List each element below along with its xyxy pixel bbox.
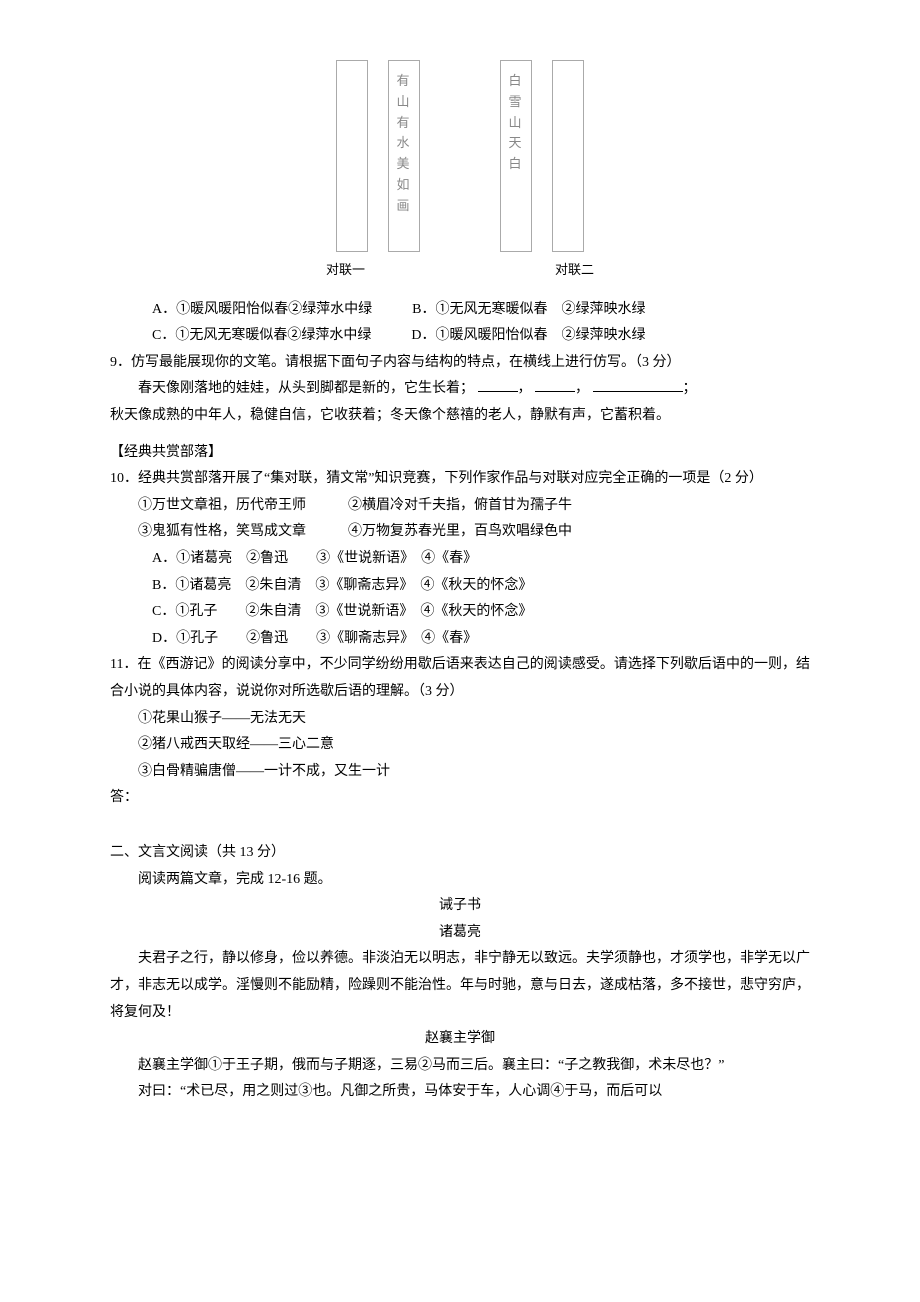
q8-opt-c: C．①无风无寒暖似春②绿萍水中绿 [152,323,371,350]
q10-line-2: ③鬼狐有性格，笑骂成文章 ④万物复苏春光里，百鸟欢唱绿色中 [110,519,810,546]
vchar: 雪 [508,92,523,113]
q11-answer-label: 答： [110,785,810,812]
vchar: 有 [396,71,411,92]
sep: ； [683,381,697,396]
q11-stem: 11．在《西游记》的阅读分享中，不少同学纷纷用歇后语来表达自己的阅读感受。请选择… [110,652,810,705]
blank-1 [478,377,518,392]
q9-stem: 9．仿写最能展现你的文笔。请根据下面句子内容与结构的特点，在横线上进行仿写。（3… [110,350,810,377]
couplet-labels: 对联一 对联二 [110,258,810,283]
q10-opt-d: D．①孔子 ②鲁迅 ③《聊斋志异》 ④《春》 [110,626,810,653]
section2-sub: 阅读两篇文章，完成 12-16 题。 [110,867,810,894]
q8-opt-b: B．①无风无寒暖似春 ②绿萍映水绿 [412,297,645,324]
text2-p2: 对曰：“术已尽，用之则过③也。凡御之所贵，马体安于车，人心调④于马，而后可以 [110,1079,810,1106]
couplet2-label: 对联二 [555,258,594,283]
vchar: 美 [396,154,411,175]
couplet2-box-left: 白 雪 山 天 白 [500,60,532,252]
vchar: 水 [396,133,411,154]
sep: ， [575,381,589,396]
q11-item-2: ②猪八戒西天取经——三心二意 [110,732,810,759]
text2-title: 赵襄主学御 [110,1026,810,1053]
q9-line1-text: 春天像刚落地的娃娃，从头到脚都是新的，它生长着； [138,381,474,396]
vchar: 天 [508,133,523,154]
text1-author: 诸葛亮 [110,920,810,947]
vchar: 如 [396,175,411,196]
section2-heading: 二、文言文阅读（共 13 分） [110,840,810,867]
couplets-figure: 有 山 有 水 美 如 画 白 雪 山 天 白 [110,60,810,252]
vchar: 白 [508,71,523,92]
couplet1-box-right: 有 山 有 水 美 如 画 [388,60,420,252]
text1-body: 夫君子之行，静以修身，俭以养德。非淡泊无以明志，非宁静无以致远。夫学须静也，才须… [110,946,810,1026]
q8-opt-d: D．①暖风暖阳怡似春 ②绿萍映水绿 [411,323,645,350]
vchar: 山 [396,92,411,113]
section-heading: 【经典共赏部落】 [110,440,810,467]
q8-opt-a: A．①暖风暖阳怡似春②绿萍水中绿 [152,297,372,324]
couplet1-label: 对联一 [326,258,365,283]
q10-line-1: ①万世文章祖，历代帝王师 ②横眉冷对千夫指，俯首甘为孺子牛 [110,493,810,520]
blank-2 [535,377,575,392]
q10-opt-c: C．①孔子 ②朱自清 ③《世说新语》 ④《秋天的怀念》 [110,599,810,626]
vchar: 画 [396,196,411,217]
couplet1-box-left [336,60,368,252]
vchar: 有 [396,113,411,134]
q10-opt-b: B．①诸葛亮 ②朱自清 ③《聊斋志异》 ④《秋天的怀念》 [110,573,810,600]
vchar: 白 [508,154,523,175]
couplet-pair-1: 有 山 有 水 美 如 画 [336,60,420,252]
q9-line2: 秋天像成熟的中年人，稳健自信，它收获着；冬天像个慈禧的老人，静默有声，它蓄积着。 [110,403,810,430]
spacer [110,812,810,840]
q8-options: A．①暖风暖阳怡似春②绿萍水中绿 B．①无风无寒暖似春 ②绿萍映水绿 C．①无风… [110,297,810,350]
q10-stem: 10．经典共赏部落开展了“集对联，猜文常”知识竞赛，下列作家作品与对联对应完全正… [110,466,810,493]
text2-p1: 赵襄主学御①于王子期，俄而与子期逐，三易②马而三后。襄主曰：“子之教我御，术未尽… [110,1053,810,1080]
sep: ， [518,381,532,396]
vchar: 山 [508,113,523,134]
text1-title: 诫子书 [110,893,810,920]
q11-item-3: ③白骨精骗唐僧——一计不成，又生一计 [110,759,810,786]
couplet2-box-right [552,60,584,252]
q9-line1: 春天像刚落地的娃娃，从头到脚都是新的，它生长着； ， ， ； [110,376,810,403]
q11-item-1: ①花果山猴子——无法无天 [110,706,810,733]
couplet-pair-2: 白 雪 山 天 白 [500,60,584,252]
blank-3 [593,377,683,392]
q10-opt-a: A．①诸葛亮 ②鲁迅 ③《世说新语》 ④《春》 [110,546,810,573]
